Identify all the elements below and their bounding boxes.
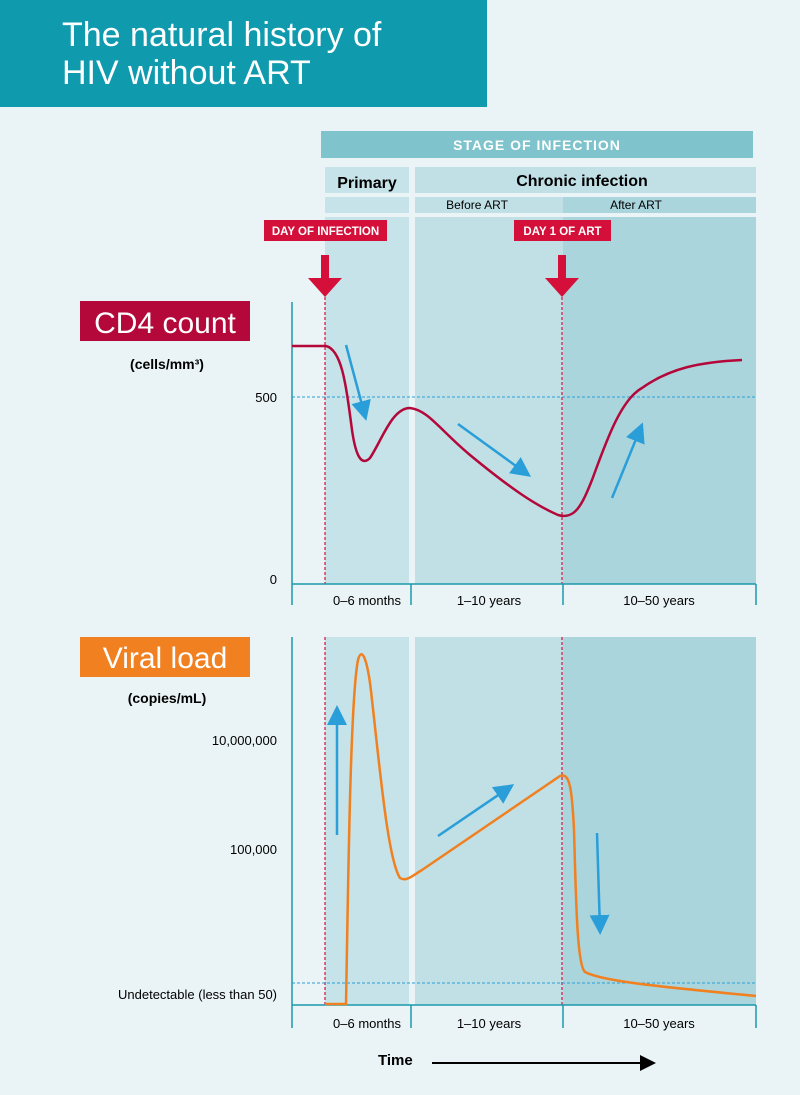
viral-tick-10m: 10,000,000 (212, 733, 277, 748)
stage-primary: Primary (337, 175, 397, 192)
viral-tick-100k: 100,000 (230, 842, 277, 857)
day1-art-badge (514, 220, 611, 241)
stage-after-art: After ART (610, 198, 662, 212)
stage-chronic: Chronic infection (516, 173, 648, 190)
trend-arrow-icon (344, 344, 645, 499)
viral-label: Viral load (103, 642, 228, 675)
viral-axes (291, 637, 757, 1028)
down-arrow-icon (308, 255, 579, 297)
cd4-period-1: 0–6 months (333, 593, 401, 608)
cd4-unit: (cells/mm³) (130, 356, 204, 372)
cd4-tick-500: 500 (255, 390, 277, 405)
viral-period-3: 10–50 years (623, 1016, 695, 1031)
cd4-axes (291, 302, 757, 605)
viral-unit: (copies/mL) (128, 690, 207, 706)
viral-period-2: 1–10 years (457, 1016, 522, 1031)
stage-header-bar (321, 131, 753, 158)
title-box (0, 0, 487, 107)
title-line-2: HIV without ART (62, 54, 311, 92)
stage-header: STAGE OF INFECTION (453, 137, 621, 153)
cd4-tick-0: 0 (270, 572, 277, 587)
day1-art-label: DAY 1 OF ART (523, 226, 601, 238)
cd4-period-2: 1–10 years (457, 593, 522, 608)
cd4-curve (292, 344, 743, 518)
stage-before-art: Before ART (446, 198, 508, 212)
viral-label-box (80, 637, 250, 677)
day-of-infection-label: DAY OF INFECTION (272, 226, 379, 238)
viral-period-1: 0–6 months (333, 1016, 401, 1031)
cd4-label: CD4 count (94, 307, 236, 340)
title-line-1: The natural history of (62, 16, 382, 54)
viral-curve (325, 653, 757, 1006)
cd4-label-box (80, 301, 250, 341)
time-label: Time (378, 1052, 413, 1069)
viral-tick-undetectable: Undetectable (less than 50) (118, 987, 277, 1002)
cd4-period-3: 10–50 years (623, 593, 695, 608)
day-of-infection-badge (264, 220, 387, 241)
